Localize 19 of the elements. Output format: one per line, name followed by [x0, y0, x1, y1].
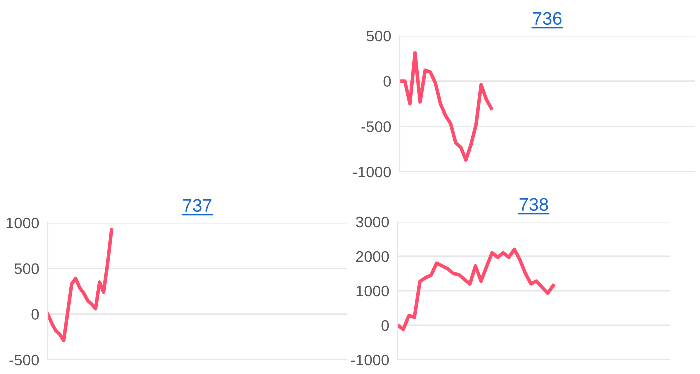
- chart-title: 737: [183, 199, 212, 212]
- chart-title: 738: [520, 198, 548, 212]
- y-tick-label: -1000: [351, 354, 390, 366]
- y-tick-label: 3000: [356, 216, 390, 228]
- y-tick-label: 0: [384, 76, 392, 88]
- y-tick-label: -500: [362, 122, 392, 132]
- y-tick-label: 500: [366, 30, 392, 42]
- y-tick-label: 500: [14, 264, 40, 274]
- y-tick-label: 2000: [356, 251, 390, 262]
- y-tick-label: 0: [382, 320, 390, 332]
- y-tick-label: 1000: [356, 286, 390, 297]
- line-series: [48, 228, 114, 343]
- y-tick-label: 0: [32, 309, 40, 320]
- line-series: [400, 51, 494, 162]
- chart-title: 736: [533, 12, 562, 26]
- y-tick-label: 1000: [6, 218, 40, 229]
- y-tick-label: -500: [10, 354, 40, 366]
- line-series: [398, 248, 556, 332]
- y-tick-label: -1000: [353, 166, 392, 178]
